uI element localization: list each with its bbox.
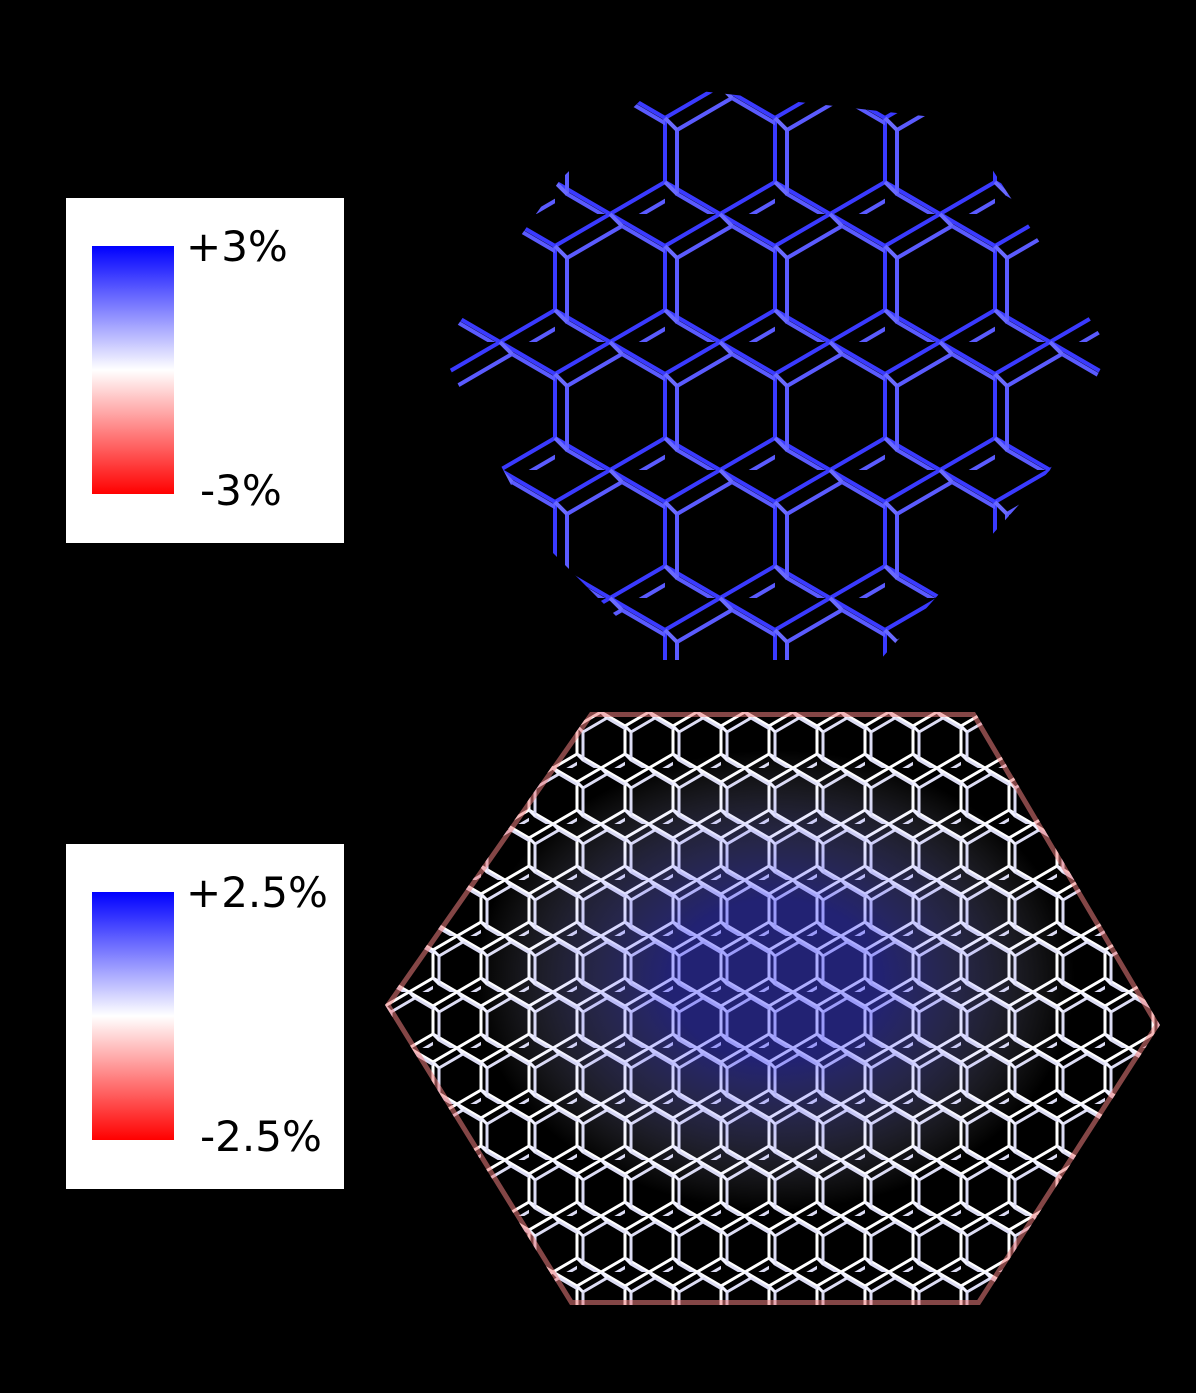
color-gradient-bar: [92, 892, 174, 1140]
top-lattice-structure: [440, 86, 1110, 660]
strain-legend-bottom: +2.5% -2.5%: [66, 844, 344, 1189]
legend-min-label: -3%: [200, 466, 282, 515]
legend-min-label: -2.5%: [200, 1112, 322, 1161]
legend-max-label: +2.5%: [186, 868, 328, 917]
bottom-lattice-structure: [385, 712, 1160, 1305]
strain-legend-top: +3% -3%: [66, 198, 344, 543]
legend-max-label: +3%: [186, 222, 288, 271]
color-gradient-bar: [92, 246, 174, 494]
